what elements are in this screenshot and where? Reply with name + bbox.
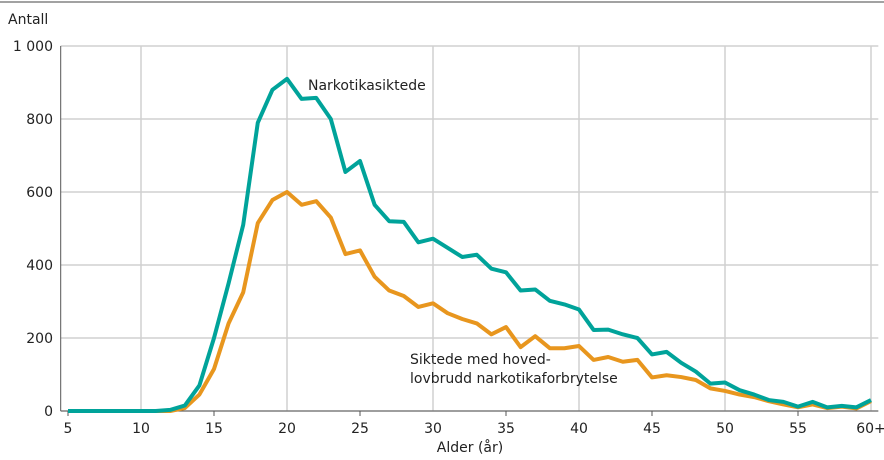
x-tick-label: 55 xyxy=(789,421,807,437)
x-tick-label: 45 xyxy=(643,421,661,437)
series-line xyxy=(68,190,872,413)
x-tick-label: 10 xyxy=(132,421,150,437)
x-tick-label: 40 xyxy=(570,421,588,437)
y-tick-label: 800 xyxy=(26,112,53,128)
x-tick-label: 50 xyxy=(716,421,734,437)
y-tick-label: 400 xyxy=(26,258,53,274)
x-tick-label: 35 xyxy=(497,421,515,437)
y-tick-label: 600 xyxy=(26,185,53,201)
series-line xyxy=(68,76,872,413)
y-tick-label: 200 xyxy=(26,331,53,347)
x-tick-label: 15 xyxy=(205,421,223,437)
y-tick-label: 1 000 xyxy=(13,39,53,55)
x-axis-label: Alder (år) xyxy=(437,439,503,456)
x-tick-label: 30 xyxy=(424,421,442,437)
series-label: lovbrudd narkotikaforbrytelse xyxy=(410,371,618,387)
y-tick-label: 0 xyxy=(44,404,53,420)
series-label: Siktede med hoved- xyxy=(410,352,551,368)
x-tick-label: 20 xyxy=(278,421,296,437)
x-tick-label: 5 xyxy=(64,421,73,437)
series-label: Narkotikasiktede xyxy=(308,78,426,94)
y-axis-label: Antall xyxy=(8,12,48,28)
x-tick-label: 25 xyxy=(351,421,369,437)
x-tick-label: 60+ xyxy=(856,421,884,437)
